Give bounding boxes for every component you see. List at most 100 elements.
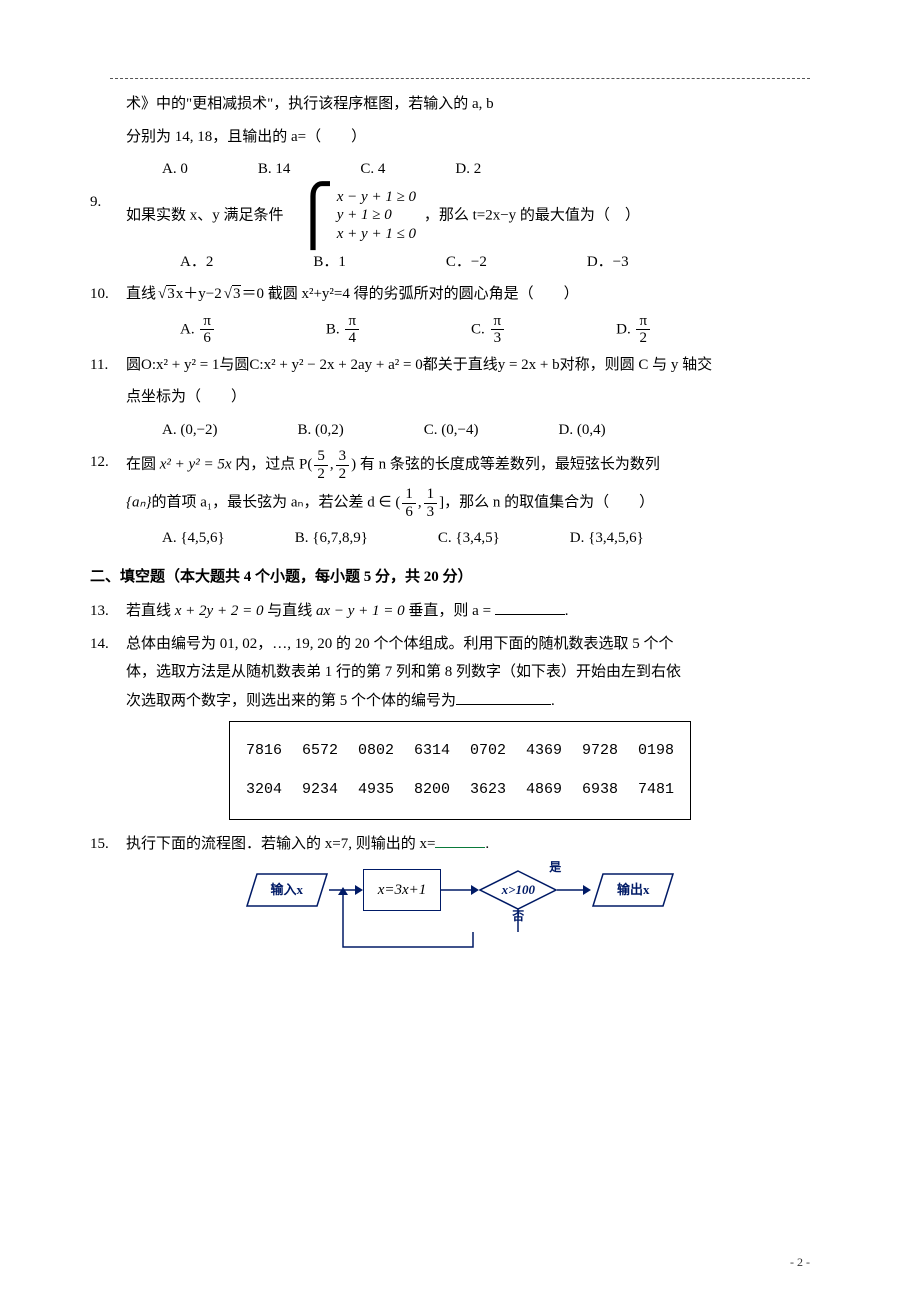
q8-opt-d: D. 2 [455,155,481,184]
q13-c: 垂直，则 a = [405,603,495,619]
q10-opt-b: B. π4 [326,313,361,347]
q9-opt-d: D．−3 [587,248,629,277]
cell: 0198 [628,732,684,771]
cell: 6314 [404,732,460,771]
q10-opt-b-pre: B. [326,321,340,337]
q14-blank [456,690,551,705]
q14-l1: 总体由编号为 01, 02，…, 19, 20 的 20 个个体组成。利用下面的… [126,630,830,659]
q9-opt-c: C．−2 [446,248,487,277]
q8-options: A. 0 B. 14 C. 4 D. 2 [90,155,830,184]
q13-blank [495,600,565,615]
q11: 11. 圆O:x² + y² = 1与圆C:x² + y² − 2x + 2ay… [90,351,830,380]
q12-pd2: 2 [336,466,350,483]
q12-l1c: ) 有 n 条弦的长度成等差数列，最短弦长为数列 [351,457,660,473]
q10: 10. 直线3x＋y−23＝0 截圆 x²+y²=4 得的劣弧所对的圆心角是（ … [90,280,830,309]
q10-opt-a-d: 6 [200,330,214,347]
cell: 7481 [628,771,684,810]
q14-num: 14. [90,630,126,659]
q10-opt-a: A. π6 [180,313,216,347]
page-content: 术》中的"更相减损术"，执行该程序框图，若输入的 a, b 分别为 14, 18… [90,90,830,911]
section2-heading: 二、填空题（本大题共 4 个小题，每小题 5 分，共 20 分） [90,563,830,592]
q15-body: 执行下面的流程图．若输入的 x=7, 则输出的 x=. [126,830,830,859]
flow-yes-label: 是 [549,856,561,879]
q12-eq: x² + y² = 5x [160,457,232,473]
q15-flowchart: 输入x x=3x+1 x>100 是 否 [90,869,830,912]
q9-pre: 如果实数 x、y 满足条件 [126,207,284,223]
cell: 6572 [292,732,348,771]
q11-opt-c: C. (0,−4) [424,416,479,445]
q15: 15. 执行下面的流程图．若输入的 x=7, 则输出的 x=. [90,830,830,859]
flow-decision-label: x>100 [502,882,535,897]
q12-pn2: 3 [336,448,350,466]
q10-text-a: 直线 [126,286,156,302]
q14-l3: 次选取两个数字，则选出来的第 5 个个体的编号为 [126,693,456,709]
q9-sys-row2: y + 1 ≥ 0 [337,206,416,225]
cell: 3623 [460,771,516,810]
q15-blank [435,833,485,848]
cell: 9234 [292,771,348,810]
q12-options: A. {4,5,6} B. {6,7,8,9} C. {3,4,5} D. {3… [90,524,830,553]
q12-dd2: 3 [424,504,438,521]
flow-input-node: 输入x [245,872,329,908]
q10-opt-a-n: π [200,313,214,331]
q14-l2: 体，选取方法是从随机数表弟 1 行的第 7 列和第 8 列数字（如下表）开始由左… [126,658,830,687]
q14-tail: . [551,693,555,709]
q12-dn2: 1 [424,486,438,504]
q10-text-c: ＝0 截圆 x²+y²=4 得的劣弧所对的圆心角是（ ） [241,286,578,302]
q15-tail: . [485,836,489,852]
q8-opt-b: B. 14 [258,155,291,184]
q10-opt-d-pre: D. [616,321,631,337]
cell: 6938 [572,771,628,810]
q12-body: 在圆 x² + y² = 5x 内，过点 P(52,32) 有 n 条弦的长度成… [126,448,830,482]
q14: 14. 总体由编号为 01, 02，…, 19, 20 的 20 个个体组成。利… [90,630,830,716]
flow-input-label: 输入x [270,882,303,897]
q9-body: 如果实数 x、y 满足条件 ⎧ x − y + 1 ≥ 0 y + 1 ≥ 0 … [126,188,830,244]
flow-output-label: 输出x [617,882,650,897]
q15-text: 执行下面的流程图．若输入的 x=7, 则输出的 x= [126,836,435,852]
q13-tail: . [565,603,569,619]
arrow-icon [329,880,363,900]
arrow-icon [557,880,591,900]
q9: 9. 如果实数 x、y 满足条件 ⎧ x − y + 1 ≥ 0 y + 1 ≥… [90,188,830,244]
q10-options: A. π6 B. π4 C. π3 D. π2 [90,313,830,347]
q13-num: 13. [90,597,126,626]
q10-opt-c-n: π [491,313,505,331]
cell: 8200 [404,771,460,810]
q14-l3-wrap: 次选取两个数字，则选出来的第 5 个个体的编号为. [126,687,830,716]
q12-opt-c: C. {3,4,5} [438,524,500,553]
q10-opt-d-d: 2 [636,330,650,347]
q11-body: 圆O:x² + y² = 1与圆C:x² + y² − 2x + 2ay + a… [126,351,830,380]
flow-no-arrow-icon [508,908,528,938]
header-rule [110,78,810,79]
q8-opt-c: C. 4 [360,155,385,184]
q13-eq1: x + 2y + 2 = 0 [175,603,264,619]
cell: 0802 [348,732,404,771]
q12-pn1: 5 [314,448,328,466]
q14-body: 总体由编号为 01, 02，…, 19, 20 的 20 个个体组成。利用下面的… [126,630,830,716]
q9-sys-row1: x − y + 1 ≥ 0 [337,188,416,207]
q10-sqrt2: 3 [232,285,242,302]
cell: 9728 [572,732,628,771]
q13-b: 与直线 [263,603,316,619]
q12-opt-b: B. {6,7,8,9} [295,524,368,553]
q10-text-b: x＋y−2 [176,286,222,302]
q12-opt-d: D. {3,4,5,6} [570,524,644,553]
q12-l1b: 内，过点 P( [231,457,312,473]
flow-output-node: 输出x [591,872,675,908]
q10-opt-a-pre: A. [180,321,195,337]
q13: 13. 若直线 x + 2y + 2 = 0 与直线 ax − y + 1 = … [90,597,830,626]
q12-line2: {aₙ}的首项 a₁，最长弦为 aₙ，若公差 d ∈ (16,13]，那么 n … [90,486,830,520]
q11-line1: 圆O:x² + y² = 1与圆C:x² + y² − 2x + 2ay + a… [126,357,712,373]
cell: 4935 [348,771,404,810]
cell: 7816 [236,732,292,771]
cell: 4869 [516,771,572,810]
q13-body: 若直线 x + 2y + 2 = 0 与直线 ax − y + 1 = 0 垂直… [126,597,830,626]
brace-icon: ⎧ [291,188,335,244]
q10-opt-c: C. π3 [471,313,506,347]
q10-opt-d: D. π2 [616,313,652,347]
q10-opt-d-n: π [636,313,650,331]
q10-opt-c-d: 3 [491,330,505,347]
q10-num: 10. [90,280,126,309]
q9-opt-a: A．2 [180,248,213,277]
q11-line2: 点坐标为（ ） [90,383,830,412]
